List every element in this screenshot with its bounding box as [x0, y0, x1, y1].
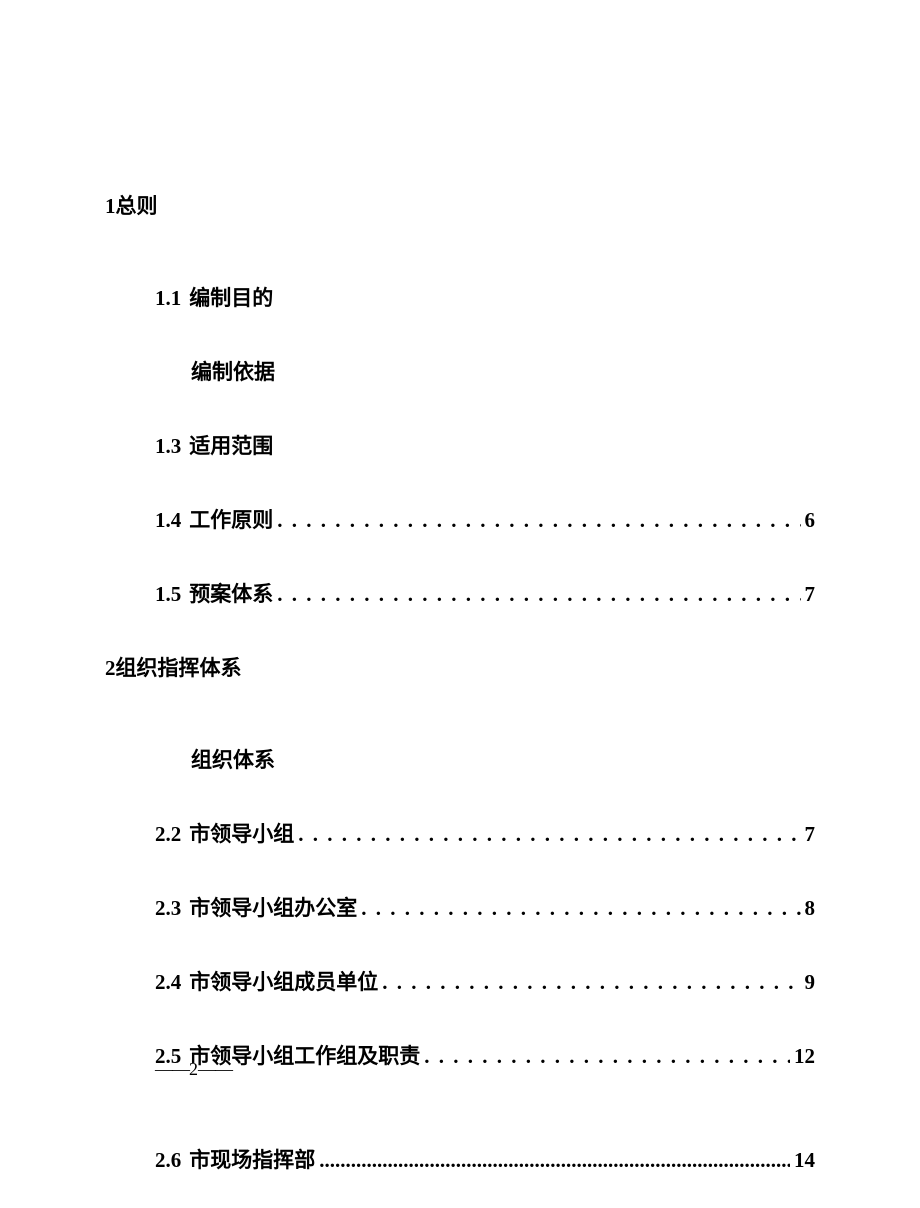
toc-leader-dots: . . . . . . . . . . . . . . . . . . . . … — [424, 1044, 790, 1069]
toc-title: 市现场指挥部 — [189, 1144, 315, 1174]
toc-number: 1.1 — [155, 286, 181, 311]
toc-entry-2-4: 2.4 市领导小组成员单位 . . . . . . . . . . . . . … — [155, 966, 815, 996]
toc-page-number: 14 — [794, 1148, 815, 1173]
toc-leader-dots: ........................................… — [319, 1148, 790, 1173]
toc-entry-2-1: 组织体系 — [155, 744, 815, 774]
toc-title: 组织体系 — [191, 744, 275, 774]
toc-leader-dots: . . . . . . . . . . . . . . . . . . . . … — [277, 508, 800, 533]
toc-entry-2-3: 2.3 市领导小组办公室 . . . . . . . . . . . . . .… — [155, 892, 815, 922]
toc-number: 1.3 — [155, 434, 181, 459]
page-footer: ——2—— — [155, 1059, 232, 1080]
toc-entry-1-1: 1.1 编制目的 — [155, 282, 815, 312]
toc-page-number: 7 — [805, 582, 816, 607]
toc-page-number: 9 — [805, 970, 816, 995]
toc-entry-2-5: 2.5 市领导小组工作组及职责 . . . . . . . . . . . . … — [155, 1040, 815, 1070]
toc-page-number: 8 — [805, 896, 816, 921]
toc-leader-dots: . . . . . . . . . . . . . . . . . . . . … — [382, 970, 800, 995]
toc-entry-1-3: 1.3 适用范围 — [155, 430, 815, 460]
footer-page-number: 2 — [189, 1059, 198, 1079]
toc-title: 预案体系 — [189, 578, 273, 608]
toc-title: 编制目的 — [189, 282, 273, 312]
toc-page-number: 7 — [805, 822, 816, 847]
toc-title: 市领导小组成员单位 — [189, 966, 378, 996]
toc-number: 1.5 — [155, 582, 181, 607]
toc-entry-1-4: 1.4 工作原则 . . . . . . . . . . . . . . . .… — [155, 504, 815, 534]
toc-leader-dots: . . . . . . . . . . . . . . . . . . . . … — [298, 822, 800, 847]
toc-number: 2.3 — [155, 896, 181, 921]
toc-number: 2.6 — [155, 1148, 181, 1173]
page-content: 1总则 1.1 编制目的 编制依据 1.3 适用范围 1.4 工作原则 . . … — [0, 0, 920, 1174]
toc-page-number: 12 — [794, 1044, 815, 1069]
section-1-heading: 1总则 — [105, 190, 815, 220]
toc-entry-2-2: 2.2 市领导小组 . . . . . . . . . . . . . . . … — [155, 818, 815, 848]
toc-entry-2-6: 2.6 市现场指挥部 .............................… — [155, 1144, 815, 1174]
toc-number: 2.4 — [155, 970, 181, 995]
toc-leader-dots: . . . . . . . . . . . . . . . . . . . . … — [361, 896, 800, 921]
toc-title: 市领导小组办公室 — [189, 892, 357, 922]
footer-dash-right: —— — [198, 1059, 232, 1079]
section-2-heading: 2组织指挥体系 — [105, 652, 815, 682]
toc-number: 2.2 — [155, 822, 181, 847]
toc-page-number: 6 — [805, 508, 816, 533]
toc-leader-dots: . . . . . . . . . . . . . . . . . . . . … — [277, 582, 800, 607]
toc-number: 1.4 — [155, 508, 181, 533]
toc-title: 工作原则 — [189, 504, 273, 534]
toc-entry-1-5: 1.5 预案体系 . . . . . . . . . . . . . . . .… — [155, 578, 815, 608]
toc-title: 编制依据 — [191, 356, 275, 386]
footer-dash-left: —— — [155, 1059, 189, 1079]
toc-entry-1-2: 编制依据 — [155, 356, 815, 386]
toc-title: 适用范围 — [189, 430, 273, 460]
toc-title: 市领导小组 — [189, 818, 294, 848]
